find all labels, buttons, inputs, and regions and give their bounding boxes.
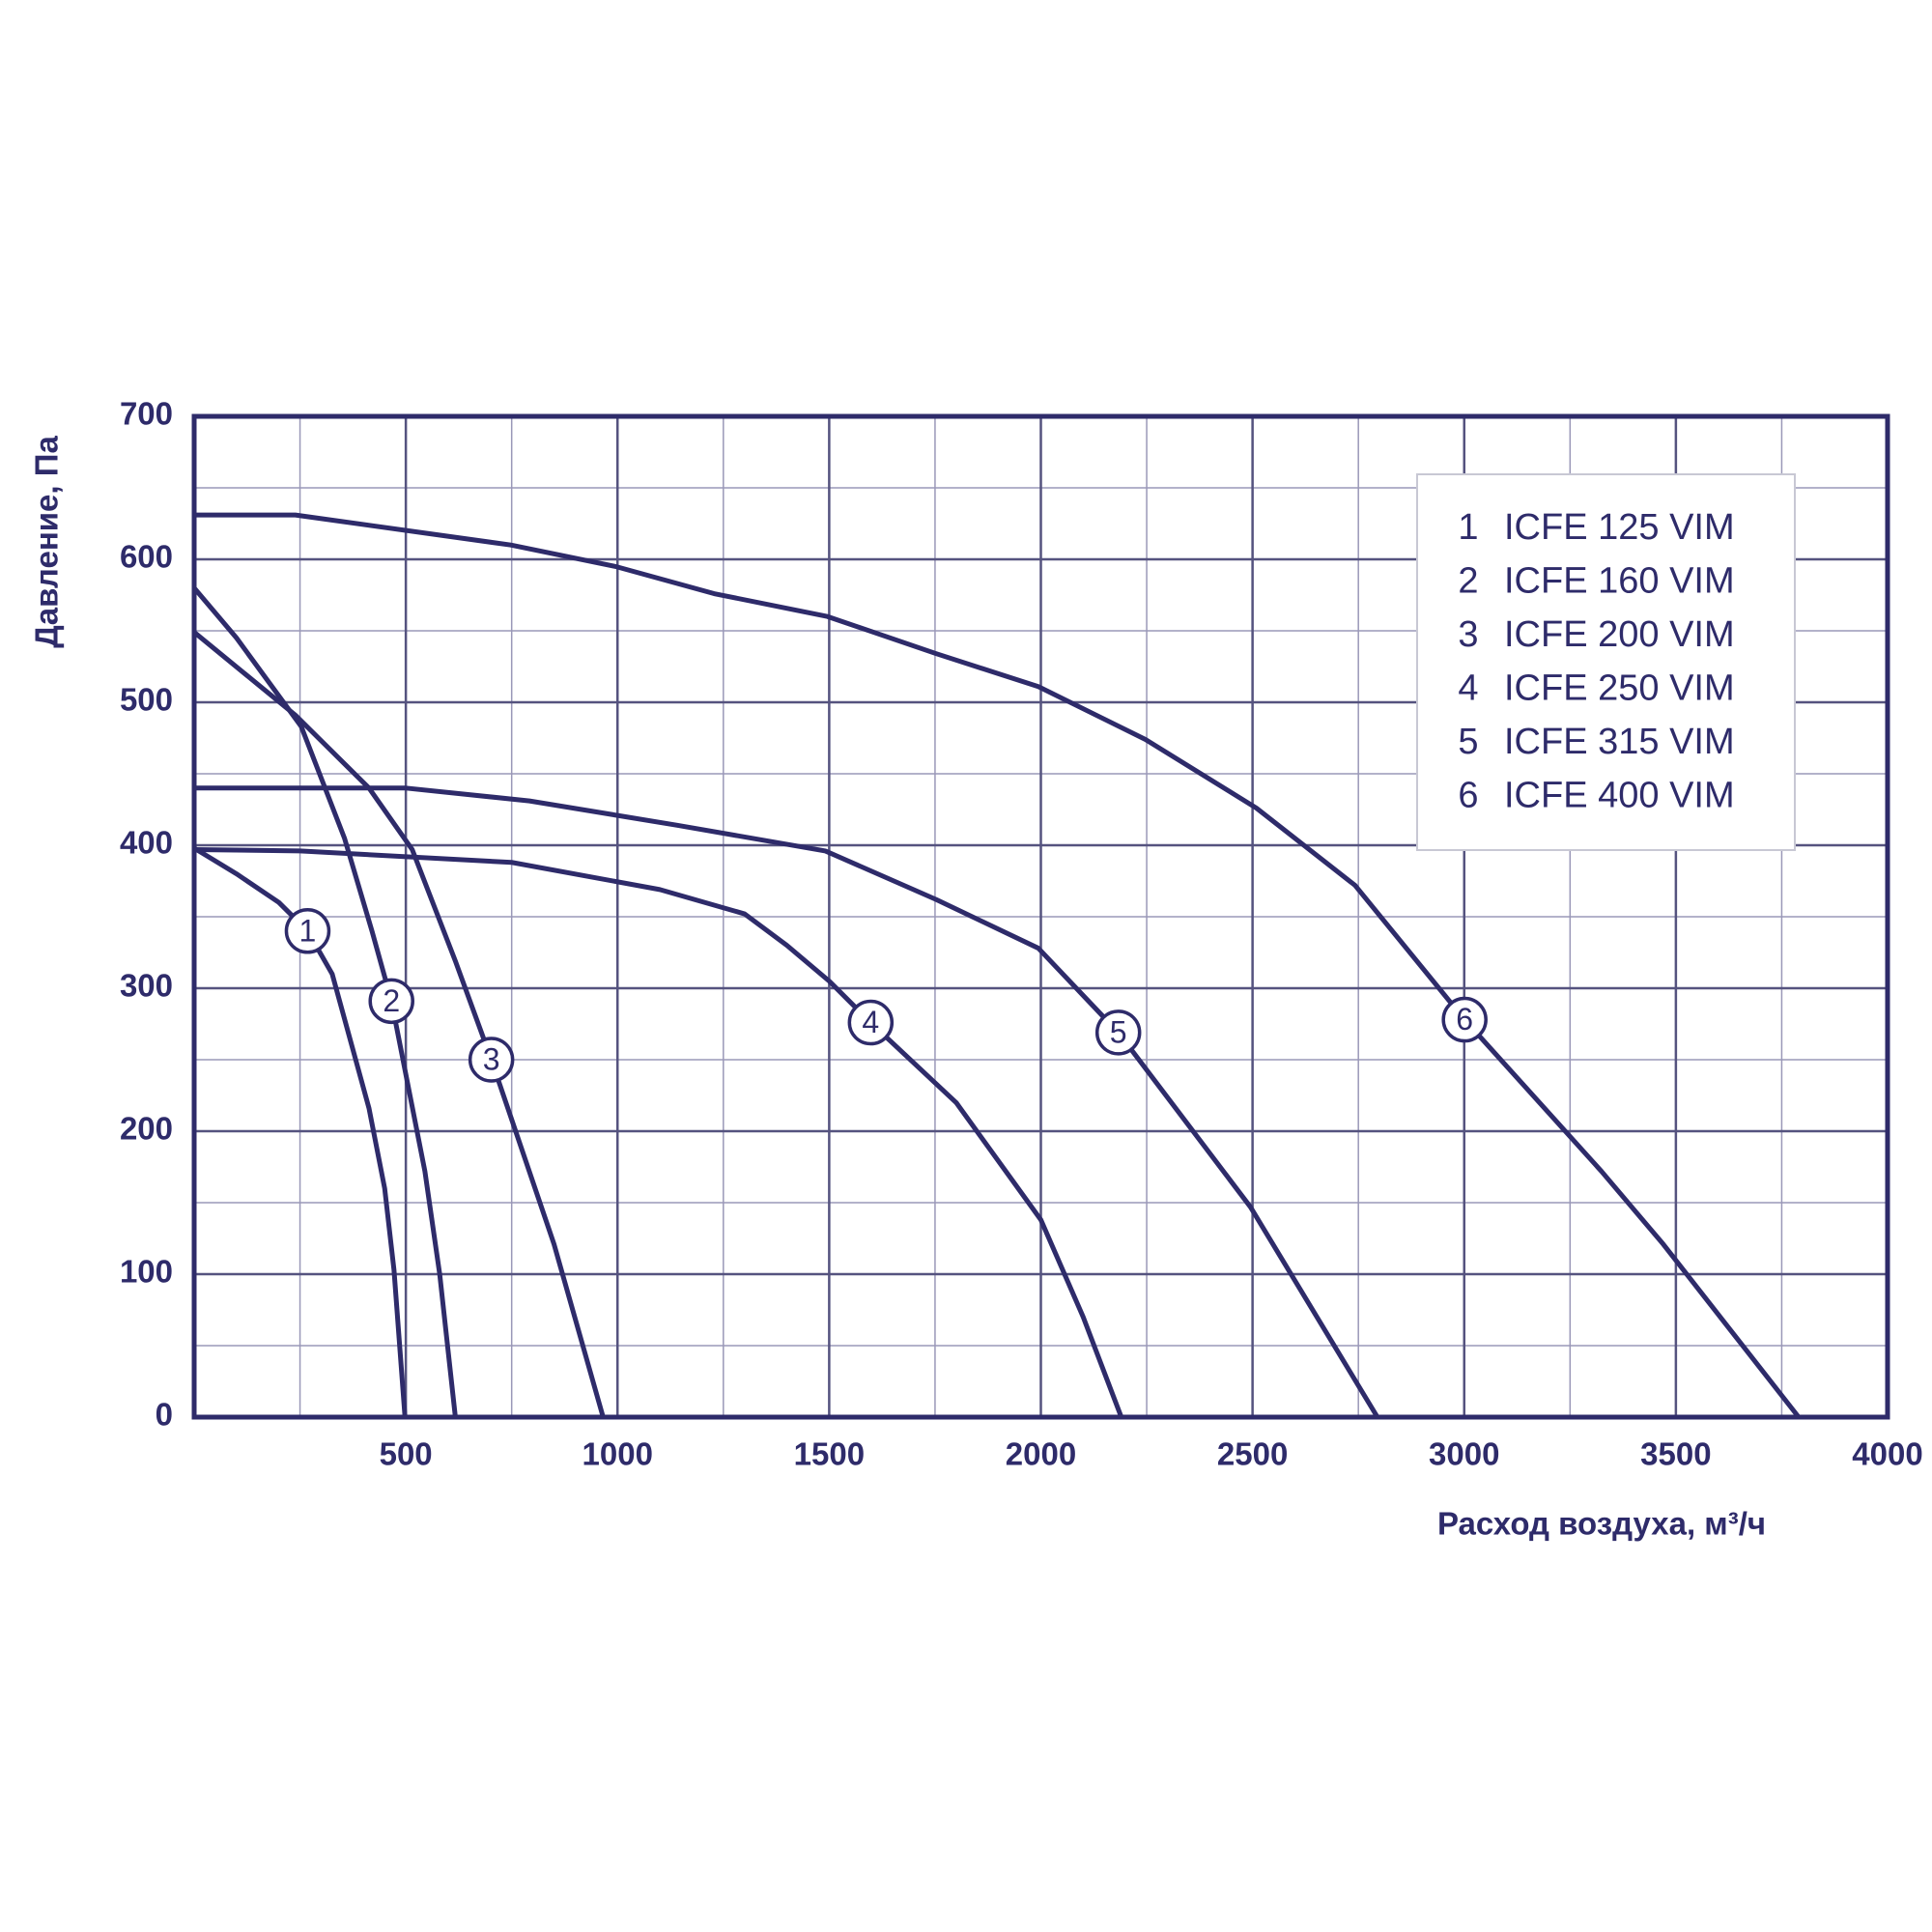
x-tick-label: 1500 <box>794 1436 865 1472</box>
y-tick-label: 700 <box>120 396 173 432</box>
legend-number: 5 <box>1458 722 1478 762</box>
legend-label: ICFE 250 VIM <box>1504 668 1735 709</box>
x-tick-label: 4000 <box>1852 1436 1922 1472</box>
x-tick-label: 2000 <box>1006 1436 1076 1472</box>
legend-label: ICFE 125 VIM <box>1504 507 1735 548</box>
fan-curve <box>194 785 1380 1419</box>
legend-label: ICFE 400 VIM <box>1504 776 1735 816</box>
curve-label: 2 <box>383 983 400 1018</box>
x-tick-label: 500 <box>380 1436 433 1472</box>
fan-curve <box>193 846 1124 1418</box>
legend-number: 3 <box>1458 614 1478 655</box>
curve-label-circle <box>368 978 414 1025</box>
legend-number: 1 <box>1458 507 1478 548</box>
x-tick-label: 3500 <box>1640 1436 1711 1472</box>
curve-label-circle <box>1441 996 1488 1043</box>
y-axis-label: Давление, Па <box>29 436 65 648</box>
fan-curve <box>192 585 458 1418</box>
y-tick-label: 100 <box>120 1254 173 1290</box>
curve-label: 6 <box>1456 1002 1473 1037</box>
curve-label: 5 <box>1110 1014 1127 1049</box>
legend-box <box>1416 473 1796 851</box>
x-tick-label: 3000 <box>1429 1436 1499 1472</box>
y-tick-label: 300 <box>120 968 173 1004</box>
curve-label-circle <box>1094 1009 1142 1056</box>
x-axis-label: Расход воздуха, м³/ч <box>1437 1506 1766 1542</box>
curve-label-circle <box>468 1037 515 1083</box>
x-tick-label: 2500 <box>1217 1436 1288 1472</box>
legend-number: 2 <box>1458 561 1478 602</box>
legend-label: ICFE 160 VIM <box>1504 561 1735 602</box>
curve-label: 3 <box>483 1041 500 1076</box>
x-tick-label: 1000 <box>582 1436 653 1472</box>
curve-label-circle <box>284 908 331 954</box>
y-tick-label: 600 <box>120 539 173 575</box>
fan-curve <box>192 845 408 1418</box>
curve-label: 1 <box>299 913 317 948</box>
fan-curve <box>192 630 606 1418</box>
legend-label: ICFE 315 VIM <box>1504 722 1735 762</box>
legend-number: 4 <box>1458 668 1478 709</box>
y-tick-label: 0 <box>156 1397 173 1433</box>
y-tick-label: 400 <box>120 825 173 861</box>
plot-frame <box>191 413 1890 1420</box>
curve-label-circle <box>847 999 895 1046</box>
y-tick-label: 500 <box>120 682 173 718</box>
legend-number: 6 <box>1458 776 1478 816</box>
curve-label: 4 <box>862 1005 879 1039</box>
fan-curve <box>194 512 1801 1419</box>
y-tick-label: 200 <box>120 1111 173 1147</box>
legend-label: ICFE 200 VIM <box>1504 614 1735 655</box>
